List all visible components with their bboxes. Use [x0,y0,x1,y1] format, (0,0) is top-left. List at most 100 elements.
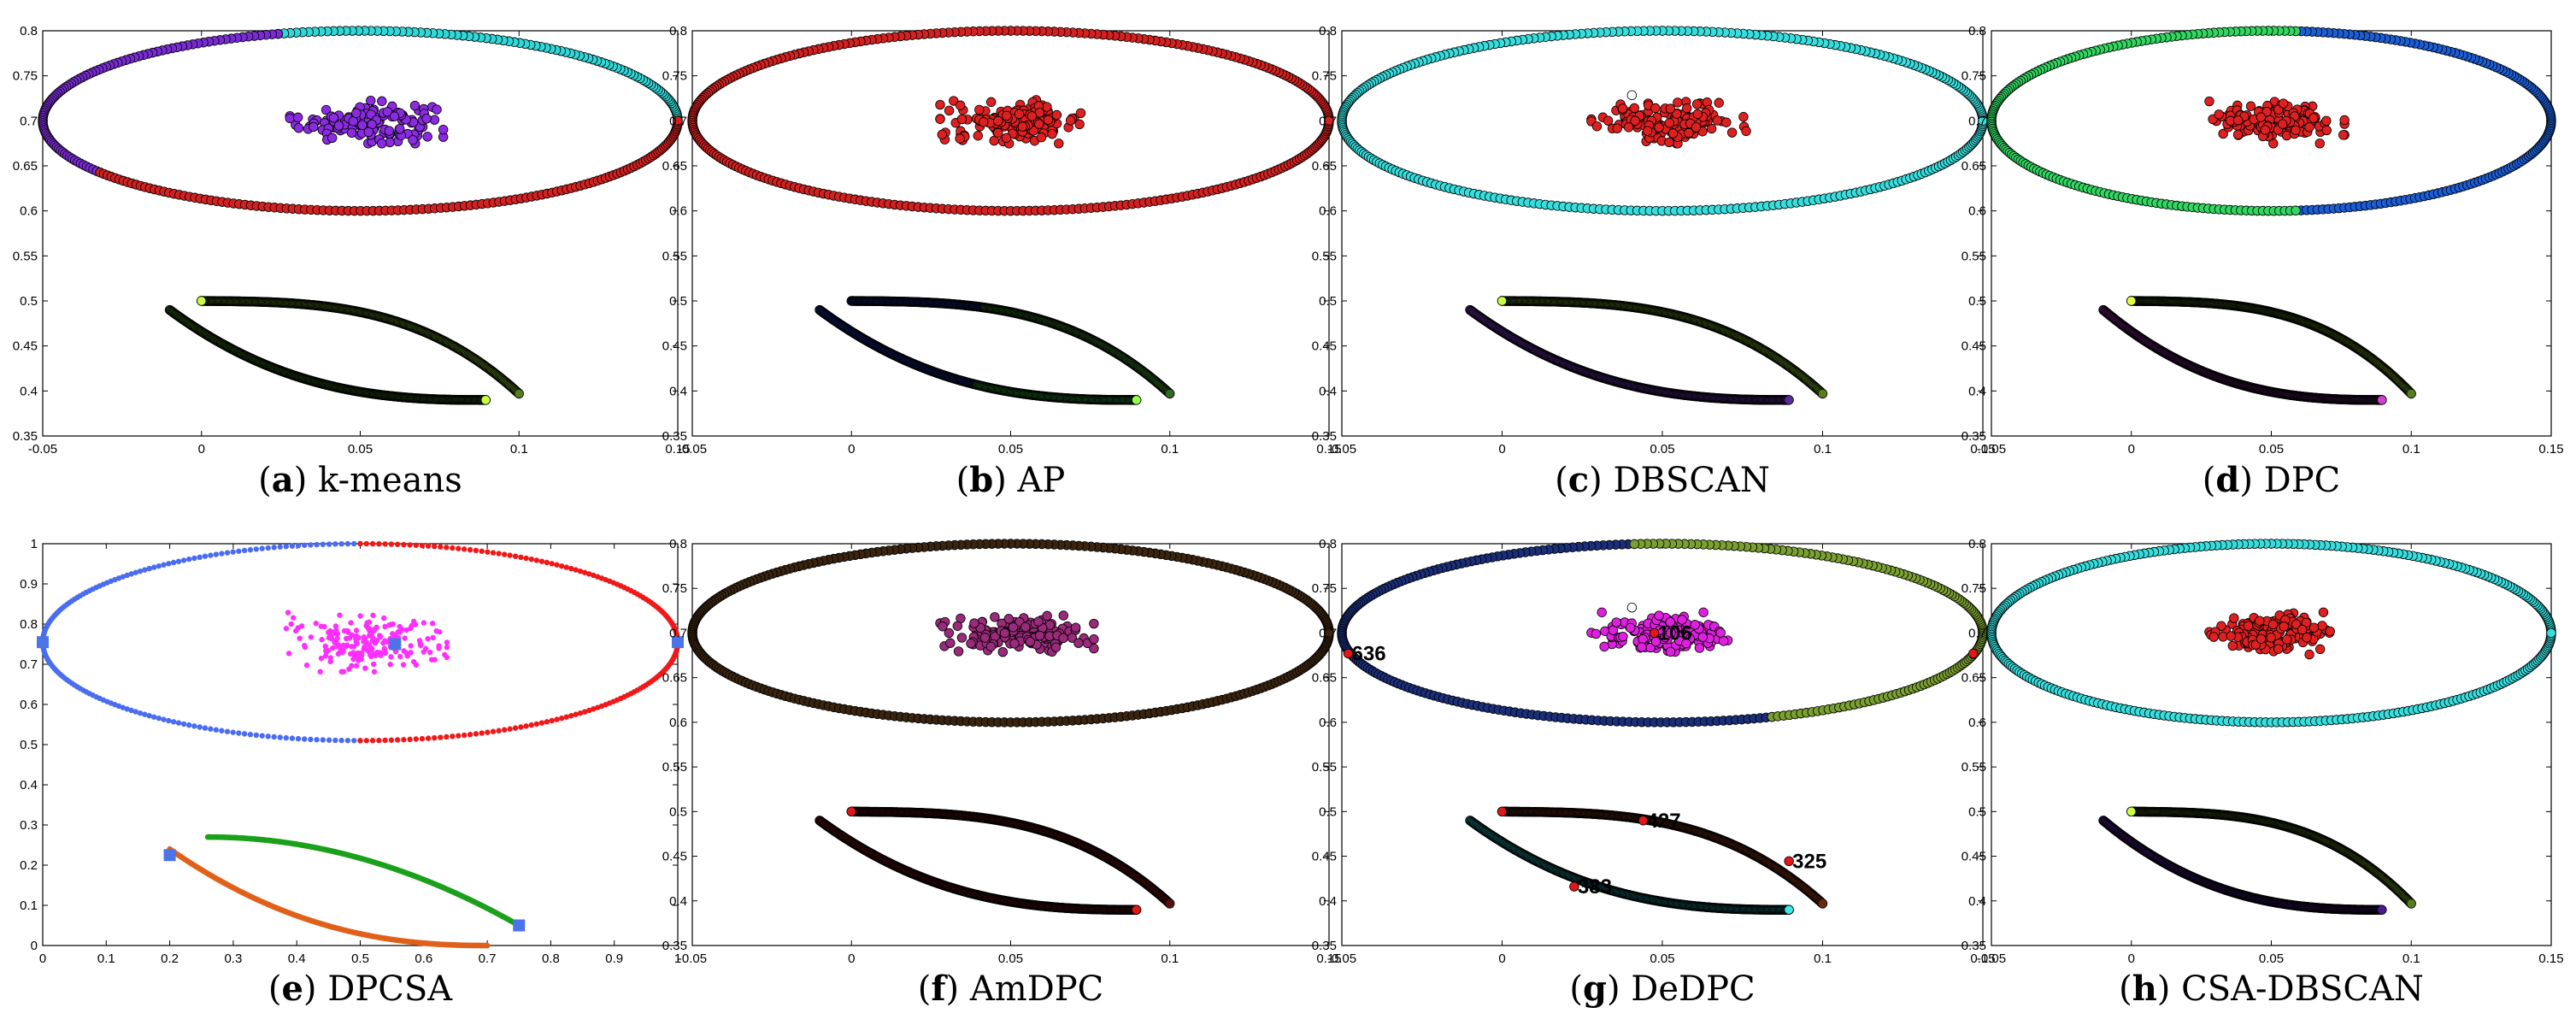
ellipse-point [456,733,462,739]
cluster-point [2214,109,2224,120]
cluster-point [1738,112,1749,122]
ellipse-point [197,554,203,561]
arc-point [514,388,524,399]
y-tick-label: 0.55 [1312,249,1337,263]
x-tick-label: 0 [2128,442,2135,457]
ellipse-point [236,730,242,736]
cluster-point [2260,125,2271,135]
y-tick-label: 0.75 [13,69,38,84]
cluster-point [1074,119,1085,130]
y-tick-label: 0.7 [1319,114,1337,128]
ellipse-point [382,737,388,744]
y-tick-label: 0.45 [662,339,687,354]
ellipse-point [485,729,491,735]
cluster-point [956,100,966,110]
cluster-point [293,123,304,133]
ellipse-point [351,540,357,547]
cluster-point [389,111,400,121]
y-tick-label: 0.2 [20,858,38,873]
ellipse-point [156,563,162,569]
cluster-point [384,126,394,136]
x-tick-label: 0.2 [161,951,179,966]
y-tick-label: 0.4 [1968,384,1986,398]
cluster-point [366,95,376,106]
cluster-point [1002,110,1012,121]
ellipse-point [191,723,197,729]
ellipse-point [197,724,203,730]
cluster-point [937,129,947,140]
ellipse-point [213,551,220,557]
cluster-point [385,137,395,148]
ellipse-point [518,724,524,730]
ellipse-point [247,731,254,738]
highlight-point [197,296,207,306]
y-tick-label: 0.65 [662,159,687,174]
ellipse-point [568,713,574,719]
x-tick-label: 0.7 [479,951,497,966]
ellipse-point [444,733,450,740]
cluster-point [1065,115,1076,126]
ellipse-point [407,736,413,743]
ellipse-point [180,557,187,563]
x-tick-label: 0.1 [510,442,528,457]
ellipse-point [344,738,351,744]
y-tick-label: 0.8 [20,24,38,38]
x-tick-label: 0.6 [415,951,432,966]
ellipse-point [369,738,376,744]
ellipse-point [151,714,157,720]
y-tick-label: 0.45 [13,339,38,354]
ellipse-point [230,729,236,735]
ellipse-point [301,736,308,742]
caption-letter: c [1568,460,1589,500]
cluster-point [1691,99,1703,109]
cluster-point [321,104,332,115]
panel-caption: (a) k-means [258,460,462,500]
cluster-point [327,133,338,143]
cluster-point [2308,113,2319,123]
ellipse-point [528,722,534,728]
cluster-point [1014,109,1025,120]
ellipse-point [544,719,550,725]
cluster-point [1001,133,1012,144]
panel-b: -0.05 0 0.05 0.1 0.150.350.40.450.50.550.60.… [662,24,1342,500]
x-tick-label: 0.1 [97,951,115,966]
highlight-point [2126,296,2137,306]
ellipse-point [363,738,369,744]
y-tick-label: 0.7 [669,114,687,128]
ellipse-point [277,544,283,550]
cluster-point [422,132,432,142]
x-tick-label: -0.05 [1327,442,1356,457]
ellipse-point [208,552,214,558]
x-tick-label: 0.5 [351,951,369,966]
cluster-point [2314,138,2325,149]
ellipse-point [142,711,148,717]
y-tick-label: 0.75 [662,69,687,84]
ellipse-point [554,716,560,722]
cluster-point [363,127,374,138]
ellipse-point [413,736,420,742]
ellipse-point [283,543,289,550]
y-tick-label: 0.7 [20,657,38,672]
y-tick-label: 0.5 [20,294,38,309]
cluster-point [377,138,387,149]
ellipse-point [401,737,407,743]
cluster-point [1612,123,1622,133]
cluster-point [2204,96,2214,107]
ellipse-point [332,541,338,547]
ellipse-point [146,565,152,572]
y-tick-label: 0.35 [1961,429,1986,444]
highlight-point [1497,296,1508,306]
cluster-point [395,124,405,134]
cluster-point [1034,119,1044,129]
ellipse-point [549,717,555,724]
cluster-point [408,135,418,145]
cluster-point [993,115,1003,127]
ellipse-point [394,737,401,743]
panel-d: -0.05 0 0.05 0.1 0.150.350.40.450.50.550.60.… [1961,24,2564,500]
cluster-point [944,105,955,116]
cluster-point [1664,137,1674,148]
y-tick-label: 0.6 [20,698,38,712]
x-tick-label: 0 [198,442,205,457]
cluster-point [1665,103,1676,114]
cluster-point [2233,115,2244,126]
